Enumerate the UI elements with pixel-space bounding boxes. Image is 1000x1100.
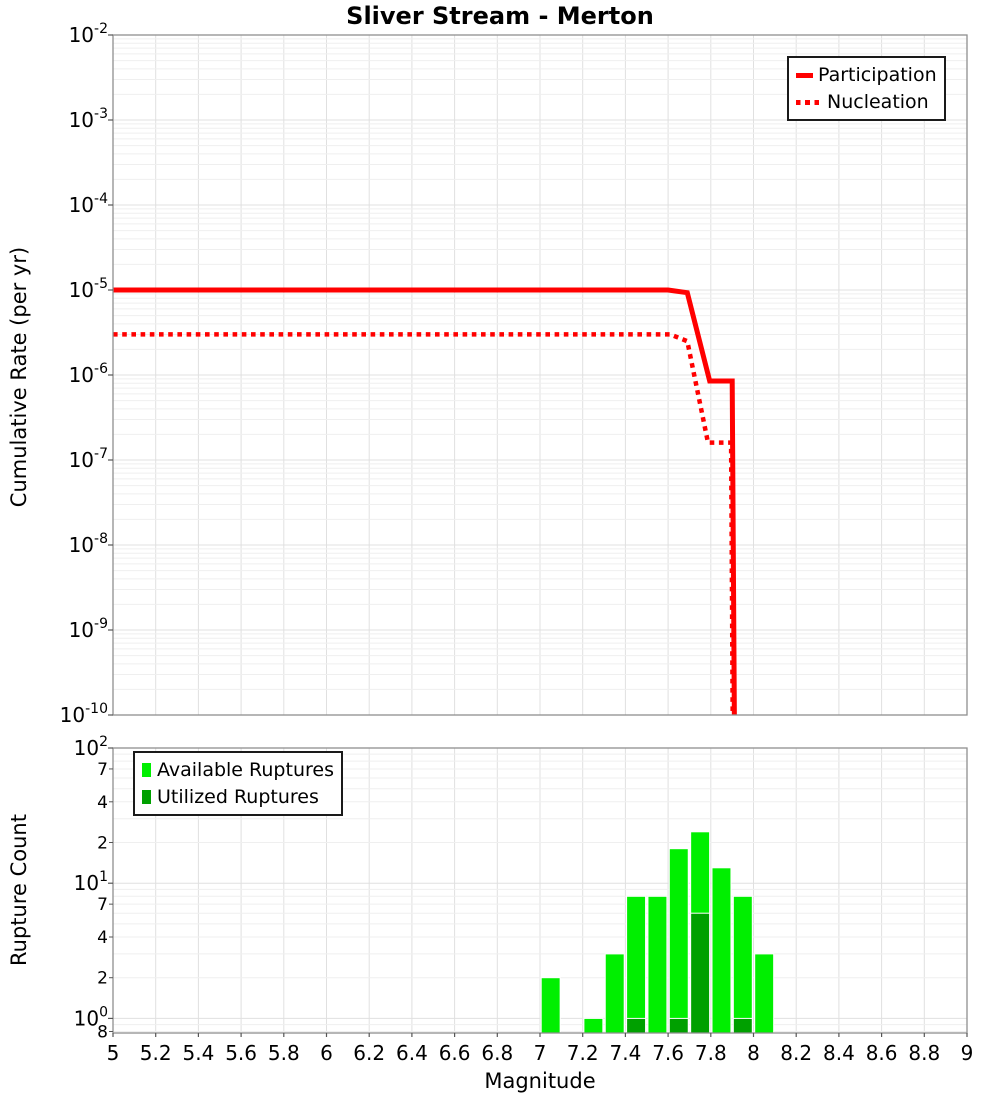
available-bar — [583, 1017, 604, 1033]
x-tick-label: 8.4 — [823, 1041, 855, 1065]
top-y-tick-label: 10-3 — [69, 106, 108, 132]
x-tick-label: 8 — [747, 1041, 760, 1065]
available-bar — [732, 895, 753, 1033]
top-y-tick-label: 10-4 — [69, 191, 109, 217]
chart-title: Sliver Stream - Merton — [346, 2, 654, 30]
utilized-ruptures-swatch — [142, 790, 151, 804]
x-tick-label: 9 — [961, 1041, 974, 1065]
axis-ticks — [108, 34, 968, 1037]
x-tick-label: 8.6 — [866, 1041, 898, 1065]
available-bar — [711, 867, 732, 1033]
x-tick-label: 5.8 — [268, 1041, 300, 1065]
available-ruptures-swatch — [142, 763, 151, 777]
top-y-tick-label: 10-2 — [69, 21, 108, 47]
available-bar — [647, 895, 668, 1033]
available-bar — [754, 953, 775, 1033]
participation-solid-line-swatch — [796, 72, 813, 78]
cumulative-rate-lines — [113, 287, 737, 715]
x-tick-label: 6.8 — [481, 1041, 513, 1065]
x-tick-label: 5 — [107, 1041, 120, 1065]
available-bar — [604, 953, 625, 1033]
bottom-y-tick-label: 101 — [74, 869, 108, 895]
legend-item-utilized: Utilized Ruptures — [142, 784, 334, 810]
x-tick-label: 7.4 — [609, 1041, 641, 1065]
x-tick-label: 6.4 — [396, 1041, 428, 1065]
available-ruptures-label: Available Ruptures — [157, 759, 334, 781]
x-tick-label: 5.6 — [225, 1041, 257, 1065]
available-bar — [626, 895, 647, 1033]
x-tick-label: 6 — [320, 1041, 333, 1065]
gridlines — [113, 35, 967, 1033]
x-tick-label: 8.8 — [908, 1041, 940, 1065]
available-bar — [540, 977, 561, 1033]
utilized-bar — [732, 1017, 753, 1033]
utilized-bar — [690, 912, 711, 1033]
x-tick-label: 7.6 — [652, 1041, 684, 1065]
top-y-tick-label: 10-10 — [60, 701, 108, 727]
bottom-y-axis-title: Rupture Count — [7, 814, 31, 966]
x-tick-label: 7 — [534, 1041, 547, 1065]
bottom-y-minor-tick-label: 2 — [97, 834, 108, 854]
nucleation-label: Nucleation — [827, 91, 929, 113]
x-tick-label: 7.8 — [695, 1041, 727, 1065]
top-y-tick-label: 10-5 — [69, 276, 108, 302]
top-y-tick-label: 10-9 — [69, 616, 108, 642]
utilized-ruptures-label: Utilized Ruptures — [157, 786, 319, 808]
rupture-legend: Available Ruptures Utilized Ruptures — [133, 751, 343, 816]
x-tick-label: 5.4 — [182, 1041, 214, 1065]
legend-item-available: Available Ruptures — [142, 757, 334, 783]
nucleation-line — [113, 332, 735, 715]
x-tick-label: 7.2 — [567, 1041, 599, 1065]
legend-item-participation: Participation — [796, 62, 937, 88]
x-axis-title: Magnitude — [484, 1069, 595, 1093]
rate-legend: Participation Nucleation — [787, 56, 946, 121]
x-tick-label: 5.2 — [140, 1041, 172, 1065]
utilized-bar — [626, 1017, 647, 1033]
top-y-axis-title: Cumulative Rate (per yr) — [7, 247, 31, 507]
x-tick-label: 6.2 — [353, 1041, 385, 1065]
axis-tick-labels: 10-2 10-3 10-4 10-5 10-6 10-7 10-8 10-9 10-10 102… — [60, 21, 974, 1065]
bottom-y-minor-tick-label: 7 — [97, 895, 108, 915]
available-bar — [668, 848, 689, 1033]
x-tick-label: 6.6 — [439, 1041, 471, 1065]
nucleation-dotted-line-swatch — [796, 99, 822, 105]
bottom-y-minor-tick-label: 7 — [97, 760, 108, 780]
legend-item-nucleation: Nucleation — [796, 89, 937, 115]
bottom-y-minor-tick-label: 4 — [97, 793, 108, 813]
x-tick-label: 8.2 — [780, 1041, 812, 1065]
utilized-bar — [668, 1017, 689, 1033]
bottom-y-tick-label: 102 — [74, 734, 108, 760]
top-y-tick-label: 10-7 — [69, 446, 108, 472]
top-y-tick-label: 10-8 — [69, 531, 108, 557]
rupture-count-bars — [540, 831, 775, 1033]
bottom-y-minor-tick-label: 4 — [97, 928, 108, 948]
participation-label: Participation — [818, 64, 937, 86]
bottom-y-minor-tick-label: 8 — [97, 1023, 108, 1043]
bottom-y-minor-tick-label: 2 — [97, 969, 108, 989]
top-y-tick-label: 10-6 — [69, 361, 109, 387]
